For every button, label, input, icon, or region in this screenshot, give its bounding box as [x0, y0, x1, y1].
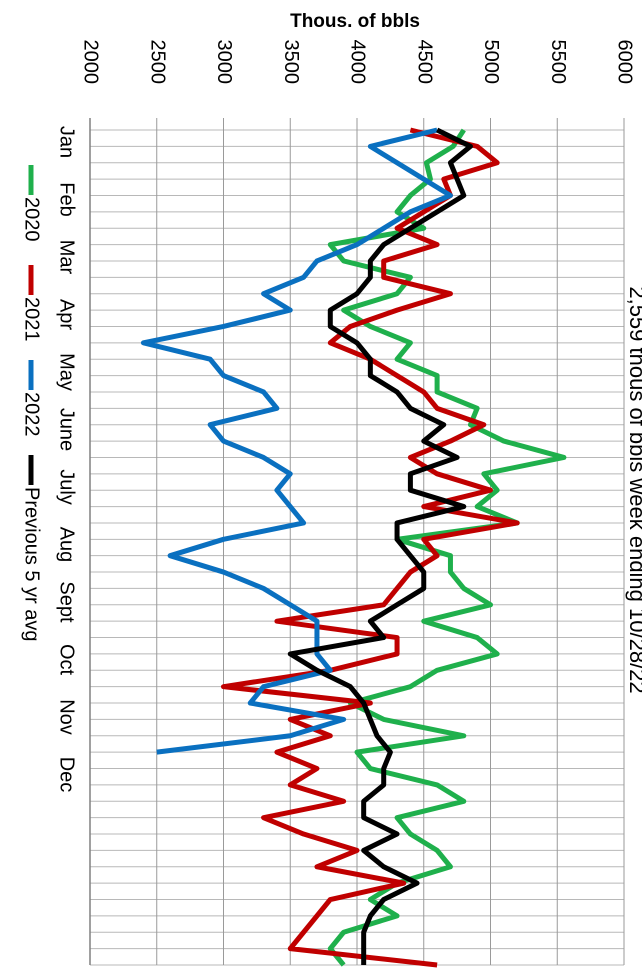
x-tick-label: Mar	[56, 240, 78, 275]
x-tick-label: Dec	[56, 757, 78, 793]
y-tick-label: 3000	[213, 40, 235, 85]
x-tick-label: Oct	[56, 644, 78, 676]
x-tick-label: June	[56, 408, 78, 451]
x-tick-label: Jan	[56, 126, 78, 158]
chart-body: 2,559 thous of bbls week ending 10/28/22…	[21, 11, 642, 968]
series-line	[287, 127, 473, 965]
y-tick-label: 4000	[347, 40, 369, 85]
y-tick-label: 2000	[80, 40, 102, 85]
legend-label: 2020	[21, 197, 43, 242]
y-tick-label: 5000	[480, 40, 502, 85]
x-tick-label: Sept	[56, 581, 78, 623]
legend-label: 2021	[21, 297, 43, 342]
series-line	[327, 128, 567, 967]
y-tick-label: 3500	[280, 40, 302, 85]
y-tick-label: 5500	[547, 40, 569, 85]
y-tick-label: 4500	[413, 40, 435, 85]
x-tick-label: May	[56, 353, 78, 391]
x-tick-label: Feb	[56, 182, 78, 216]
x-tick-label: July	[56, 469, 78, 505]
legend-label: 2022	[21, 392, 43, 437]
chart-title: 2,559 thous of bbls week ending 10/28/22	[625, 286, 642, 693]
x-tick-label: Nov	[56, 699, 78, 735]
series-line	[221, 127, 520, 968]
y-axis-label: Thous. of bbls	[290, 11, 420, 32]
y-tick-label: 6000	[614, 40, 636, 85]
x-tick-label: Apr	[56, 299, 78, 330]
y-tick-label: 2500	[146, 40, 168, 85]
x-tick-label: Aug	[56, 527, 78, 563]
legend-label: Previous 5 yr avg	[21, 487, 43, 642]
